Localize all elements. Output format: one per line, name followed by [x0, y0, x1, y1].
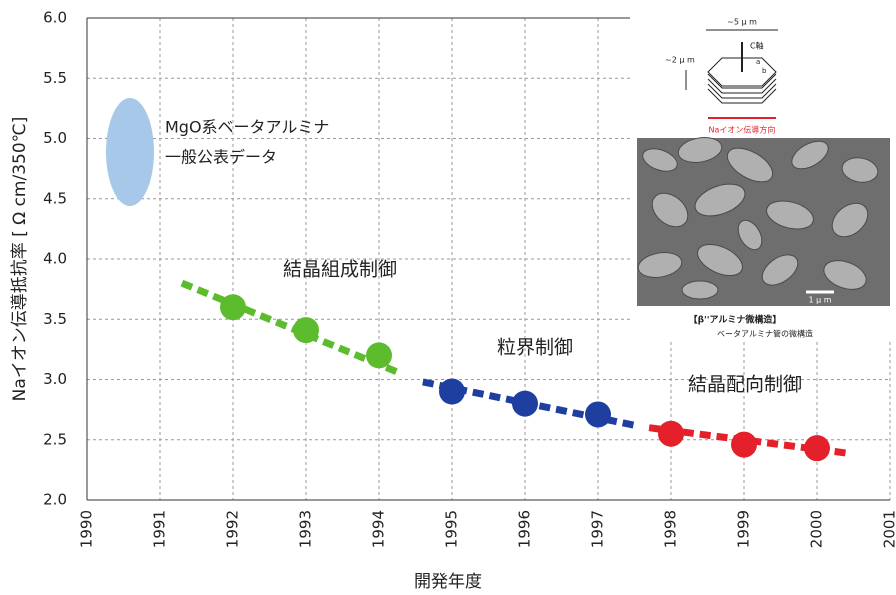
x-tick-label: 1996	[516, 510, 534, 548]
inset-text: a	[756, 58, 760, 66]
grain	[682, 281, 718, 299]
inset-text: C軸	[750, 41, 764, 51]
y-tick-label: 3.5	[43, 310, 67, 328]
point	[585, 401, 611, 427]
y-tick-label: 3.0	[43, 370, 67, 388]
legend-text: MgO系ベータアルミナ	[165, 118, 329, 137]
x-tick-label: 1994	[370, 510, 388, 548]
inset-caption: 【β''アルミナ微構造】	[689, 314, 782, 326]
inset-text: 1 μ m	[808, 296, 831, 305]
legend-marker	[106, 98, 154, 206]
inset-text: Naイオン伝導方向	[709, 125, 776, 135]
point	[220, 294, 246, 320]
x-tick-label: 1990	[78, 510, 96, 548]
x-tick-label: 2001	[881, 510, 896, 548]
y-tick-label: 2.0	[43, 491, 67, 509]
y-tick-label: 4.5	[43, 189, 67, 207]
x-tick-label: 1992	[224, 510, 242, 548]
x-tick-label: 1995	[443, 510, 461, 548]
inset-subcaption: ベータアルミナ管の微構造	[717, 329, 813, 339]
point	[366, 342, 392, 368]
series-label: 粒界制御	[497, 337, 573, 359]
legend-text: 一般公表データ	[165, 148, 277, 167]
chart: 開発年度 Naイオン伝導抵抗率 [ Ω cm/350℃] 2.0 2.5 3.0 3.…	[0, 0, 896, 595]
y-tick-label: 4.0	[43, 250, 67, 268]
x-tick-label: 2000	[808, 510, 826, 548]
point	[658, 421, 684, 447]
y-tick-label: 5.0	[43, 129, 67, 147]
y-tick-label: 5.5	[43, 69, 67, 87]
y-tick-label: 2.5	[43, 430, 67, 448]
point	[512, 391, 538, 417]
x-tick-label: 1998	[662, 510, 680, 548]
point	[293, 317, 319, 343]
inset-text: ~5 μ m	[727, 18, 757, 27]
inset-text: ~2 μ m	[665, 56, 695, 65]
point	[731, 432, 757, 458]
point	[439, 379, 465, 405]
x-tick-label: 1999	[735, 510, 753, 548]
inset: ~5 μ m C軸 ~2 μ m ab Naイオン伝導方向 1 μ m 【β''アルミナ微構…	[630, 0, 896, 342]
x-tick-label: 1991	[151, 510, 169, 548]
y-tick-label: 6.0	[43, 9, 67, 27]
x-tick-label: 1993	[297, 510, 315, 548]
x-tick-label: 1997	[589, 510, 607, 548]
series-label: 結晶組成制御	[283, 259, 397, 281]
point	[804, 435, 830, 461]
inset-text: b	[762, 67, 767, 75]
y-axis-label: Naイオン伝導抵抗率 [ Ω cm/350℃]	[10, 117, 30, 402]
series-label: 結晶配向制御	[688, 374, 802, 396]
x-axis-label: 開発年度	[414, 572, 482, 592]
